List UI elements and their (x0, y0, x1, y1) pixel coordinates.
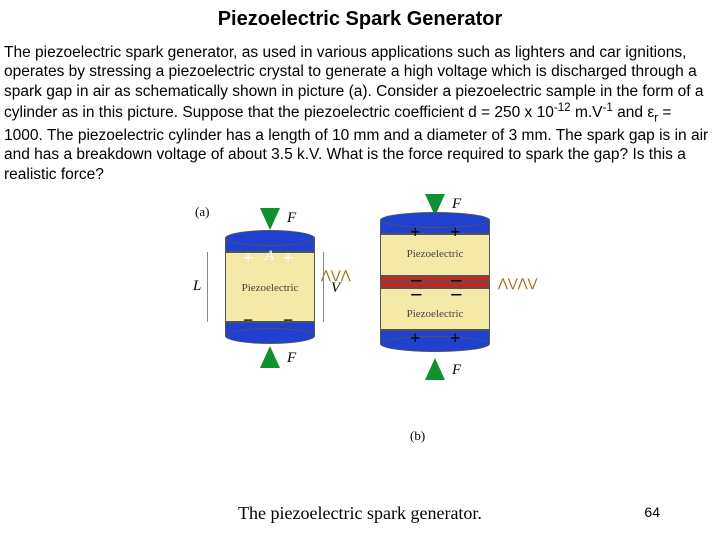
cap-top-b (380, 212, 490, 228)
page-title: Piezoelectric Spark Generator (0, 0, 720, 43)
cap-bot-a (225, 328, 315, 344)
dim-line-L (207, 252, 208, 322)
plus-a2: + (283, 248, 293, 269)
problem-text: The piezoelectric spark generator, as us… (0, 43, 720, 184)
force-arrow-up-b (425, 358, 445, 380)
exponent-2: -1 (603, 101, 613, 114)
dim-line-V (323, 252, 324, 322)
figure: (a) (b) F + + A − − Piezoelectric F L ⋀⋁… (0, 198, 720, 458)
cylinder-a: F + + A − − Piezoelectric F L ⋀⋁⋀ V (225, 238, 315, 336)
spark-b: ⋀⋁⋀⋁ (498, 276, 537, 290)
minus-b3: − (410, 282, 423, 308)
plus-b3: + (410, 328, 420, 349)
force-label-top-b: F (452, 196, 461, 213)
text-part-3: and ε (613, 104, 654, 121)
force-arrow-up-a (260, 346, 280, 368)
area-label-a: A (265, 248, 274, 265)
voltage-label: V (331, 280, 340, 297)
exponent-1: -12 (554, 101, 571, 114)
cylinder-b-body (380, 220, 490, 344)
minus-a2: − (283, 310, 293, 331)
plus-b2: + (450, 222, 460, 243)
cap-bot-b (380, 336, 490, 352)
length-label: L (193, 278, 201, 295)
figure-caption: The piezoelectric spark generator. (0, 503, 720, 524)
label-b: (b) (410, 428, 425, 444)
plus-b4: + (450, 328, 460, 349)
minus-b4: − (450, 282, 463, 308)
minus-a1: − (243, 310, 253, 331)
cylinder-b: F + + Piezoelectric − − − − Piezoelectri… (380, 220, 490, 344)
force-label-top-a: F (287, 210, 296, 227)
label-a: (a) (195, 204, 209, 220)
cap-top-a (225, 230, 315, 246)
piezo-label-b1: Piezoelectric (390, 248, 480, 260)
force-arrow-down-a (260, 208, 280, 230)
force-label-bot-b: F (452, 362, 461, 379)
plus-b1: + (410, 222, 420, 243)
piezo-label-a: Piezoelectric (225, 282, 315, 294)
force-label-bot-a: F (287, 350, 296, 367)
page-number: 64 (644, 504, 660, 520)
plus-a1: + (243, 248, 253, 269)
text-part-2: m.V (571, 104, 603, 121)
piezo-label-b2: Piezoelectric (390, 308, 480, 320)
